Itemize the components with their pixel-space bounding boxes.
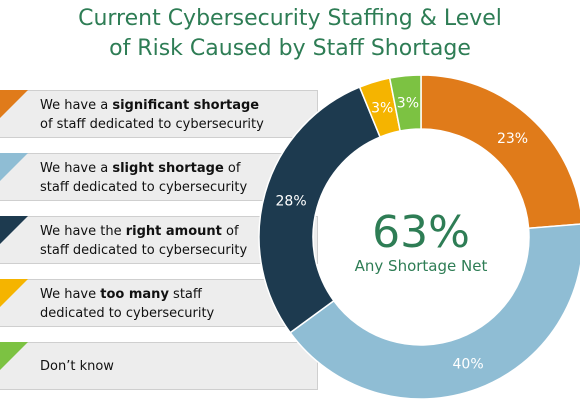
slice-value-label: 23% <box>497 131 528 147</box>
legend-swatch <box>0 90 28 138</box>
slice-value-label: 28% <box>276 193 307 209</box>
legend-item-dont-know: Don’t know <box>0 342 318 390</box>
donut-slice <box>289 223 580 400</box>
legend-swatch <box>0 342 28 390</box>
donut-slice <box>258 86 382 334</box>
legend-item-too-many: We have too many staff dedicated to cybe… <box>0 279 318 327</box>
donut-slice <box>420 74 580 230</box>
slice-value-label: 40% <box>453 357 484 373</box>
legend-item-slight-shortage: We have a slight shortage of staff dedic… <box>0 153 318 201</box>
slice-value-label: 3% <box>397 96 419 112</box>
title-line-2: of Risk Caused by Staff Shortage <box>109 36 471 61</box>
title-line-1: Current Cybersecurity Staffing & Level <box>78 6 502 31</box>
legend-item-significant-shortage: We have a significant shortage of staff … <box>0 90 318 138</box>
legend-swatch <box>0 216 28 264</box>
center-value: 63% <box>372 207 470 258</box>
legend-swatch <box>0 279 28 327</box>
legend-swatch <box>0 153 28 201</box>
slice-value-label: 3% <box>371 101 393 117</box>
center-label: Any Shortage Net <box>355 257 488 275</box>
chart-title: Current Cybersecurity Staffing & Level o… <box>0 4 580 64</box>
donut-slice <box>388 74 422 132</box>
